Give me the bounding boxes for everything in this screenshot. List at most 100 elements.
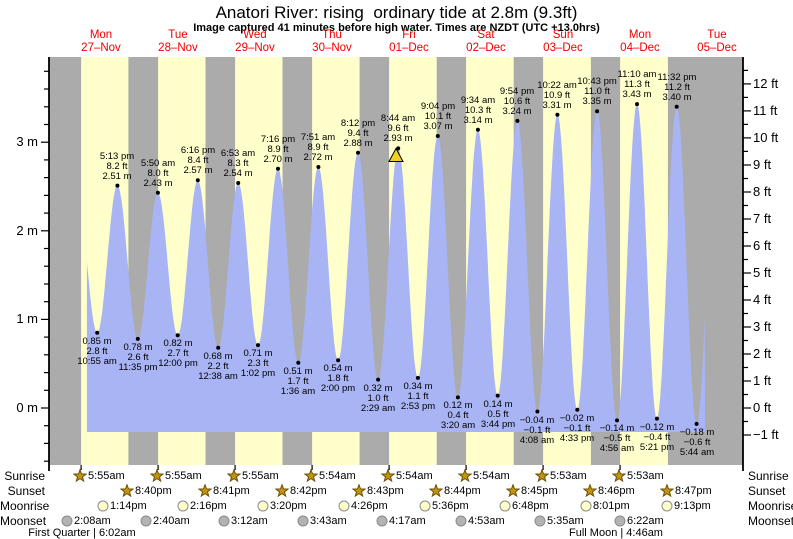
tide-extreme-dot — [595, 109, 600, 114]
sunrise-entry: 5:55am — [227, 469, 279, 483]
moonset-entry: 4:53am — [455, 514, 505, 528]
day-name: Sat — [477, 29, 495, 41]
sunset-time: 8:41pm — [213, 485, 250, 497]
tide-extreme-dot — [635, 102, 639, 107]
right-axis-tick-label: 2 ft — [753, 346, 772, 361]
tide-extreme-dot — [216, 345, 221, 350]
sunset-entry: 8:45pm — [506, 484, 558, 498]
page-title: Anatori River: rising ordinary tide at 2… — [215, 3, 578, 22]
low-tide-label: 0.54 m 1.8 ft 2:00 pm — [320, 363, 356, 394]
day-date: 01–Dec — [389, 42, 429, 54]
sunset-row-label-left: Sunset — [7, 484, 45, 498]
sunrise-entry: 5:54am — [381, 469, 433, 483]
low-tide-label: 0.12 m 0.4 ft 3:20 am — [440, 400, 476, 431]
sunrise-entry: 5:55am — [73, 469, 125, 483]
moonrise-time: 2:16pm — [190, 500, 227, 512]
moonset-icon — [297, 515, 309, 527]
moonset-entry: 6:22am — [614, 514, 664, 528]
moonset-icon — [140, 515, 152, 527]
tide-extreme-dot — [535, 409, 540, 414]
moonset-entry: 2:40am — [140, 514, 190, 528]
right-axis-tick-label: 4 ft — [753, 292, 772, 307]
sunrise-entry: 5:53am — [612, 469, 664, 483]
day-date: 03–Dec — [543, 42, 583, 54]
moonset-row-label-left: Moonset — [0, 514, 47, 528]
sun-star-icon — [150, 469, 164, 483]
tide-extreme-dot — [336, 358, 341, 363]
right-axis-tick-label: 11 ft — [753, 103, 778, 118]
sun-star-icon — [73, 469, 87, 483]
day-date: 27–Nov — [81, 42, 121, 54]
right-axis-tick-label: 5 ft — [753, 265, 772, 280]
right-axis-tick-label: 9 ft — [753, 157, 772, 172]
right-axis-tick-label: 0 ft — [753, 400, 772, 415]
day-name: Mon — [89, 29, 113, 41]
moonrise-time: 9:13pm — [674, 500, 711, 512]
moonset-icon — [455, 515, 467, 527]
moonrise-icon — [177, 500, 189, 512]
sunrise-entry: 5:53am — [535, 469, 587, 483]
right-axis-tick-label: 7 ft — [753, 211, 772, 226]
right-axis-tick-label: 10 ft — [753, 130, 779, 145]
day-name: Thu — [322, 29, 342, 41]
low-tide-label: 0.51 m 1.7 ft 1:36 am — [280, 366, 316, 397]
day-label: Fri 01–Dec — [371, 29, 447, 55]
moonrise-time: 3:20pm — [270, 500, 307, 512]
moon-phase-label: Full Moon | 4:46am — [569, 527, 663, 539]
low-tide-label: 0.85 m 2.8 ft 10:55 am — [77, 336, 117, 367]
sunrise-row-label-right: Sunrise — [748, 469, 789, 483]
tide-extreme-dot — [236, 181, 241, 185]
moonset-entry: 4:17am — [376, 514, 426, 528]
high-tide-label: 11:32 pm 11.2 ft 3.40 m — [657, 72, 697, 103]
day-label: Mon 27–Nov — [63, 29, 139, 55]
sun-star-icon — [198, 484, 212, 498]
left-axis-tick-label: 3 m — [16, 134, 38, 149]
day-name: Wed — [243, 29, 267, 41]
moonrise-entry: 8:01pm — [580, 499, 630, 513]
tide-extreme-dot — [415, 375, 420, 380]
moonset-time: 4:17am — [389, 515, 426, 527]
day-date: 30–Nov — [312, 42, 352, 54]
day-label: Mon 04–Dec — [602, 29, 678, 55]
sun-star-icon — [381, 469, 395, 483]
moonset-time: 3:12am — [231, 515, 268, 527]
day-name: Sun — [552, 29, 574, 41]
day-label: Thu 30–Nov — [294, 29, 370, 55]
high-tide-label: 8:44 am 9.6 ft 2.93 m — [380, 113, 416, 144]
tide-extreme-dot — [155, 190, 160, 195]
moonrise-time: 5:36pm — [432, 500, 469, 512]
sunrise-time: 5:54am — [396, 470, 433, 482]
sun-star-icon — [227, 469, 241, 483]
sunset-entry: 8:42pm — [275, 484, 327, 498]
tide-extreme-dot — [495, 393, 500, 398]
right-axis-tick-label: 1 ft — [753, 373, 772, 388]
tide-extreme-dot — [276, 166, 280, 171]
sunset-entry: 8:46pm — [583, 484, 635, 498]
low-tide-label: 0.14 m 0.5 ft 3:44 pm — [480, 399, 516, 430]
right-axis-tick-label: 3 ft — [753, 319, 772, 334]
tide-extreme-dot — [435, 134, 440, 138]
left-axis-tick-label: 0 m — [16, 400, 38, 415]
sunrise-time: 5:54am — [319, 470, 356, 482]
right-axis-tick-label: 8 ft — [753, 184, 772, 199]
tide-extreme-dot — [95, 330, 100, 335]
right-axis-tick-label: 6 ft — [753, 238, 772, 253]
sunset-row-label-right: Sunset — [748, 484, 786, 498]
day-label: Sun 03–Dec — [525, 29, 601, 55]
sun-star-icon — [535, 469, 549, 483]
tide-curve-fill — [86, 104, 706, 432]
moonrise-icon — [257, 500, 269, 512]
sunrise-time: 5:55am — [165, 470, 202, 482]
low-tide-label: −0.04 m −0.1 ft 4:08 am — [519, 415, 555, 446]
high-tide-label: 6:16 pm 8.4 ft 2.57 m — [180, 145, 216, 176]
moonset-icon — [614, 515, 626, 527]
low-tide-label: 0.71 m 2.3 ft 1:02 pm — [240, 348, 276, 379]
tide-extreme-dot — [376, 377, 381, 382]
day-name: Tue — [168, 29, 188, 41]
high-tide-label: 8:12 pm 9.4 ft 2.88 m — [340, 118, 376, 149]
moonrise-entry: 6:48pm — [499, 499, 549, 513]
high-tide-label: 5:50 am 8.0 ft 2.43 m — [140, 158, 176, 189]
low-tide-label: −0.18 m −0.6 ft 5:44 am — [679, 427, 715, 458]
right-axis-tick-label: −1 ft — [753, 427, 779, 442]
high-tide-label: 6:53 am 8.3 ft 2.54 m — [220, 148, 256, 179]
